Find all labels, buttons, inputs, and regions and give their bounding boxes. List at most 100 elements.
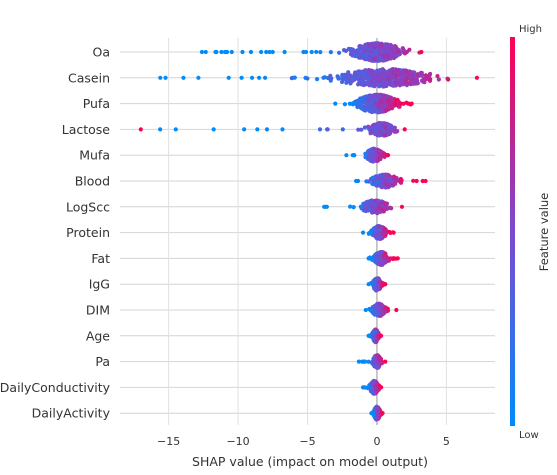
shap-point [408, 77, 413, 82]
shap-point [373, 76, 378, 81]
shap-point [219, 49, 224, 55]
shap-point [337, 76, 342, 81]
shap-point [392, 101, 398, 107]
shap-point [373, 42, 378, 47]
shap-point [400, 46, 405, 51]
shap-point [394, 74, 399, 79]
shap-point [359, 46, 364, 51]
shap-point [387, 43, 392, 48]
shap-point [411, 178, 416, 183]
shap-point [404, 49, 409, 55]
shap-point [376, 261, 381, 266]
shap-point [379, 284, 384, 289]
shap-point [376, 175, 381, 180]
x-axis: −15 −10 −5 0 5 [157, 435, 450, 448]
shap-point [387, 229, 392, 235]
shap-point [203, 49, 208, 55]
shap-point [375, 125, 380, 130]
shap-point [402, 80, 407, 86]
shap-point [314, 49, 319, 55]
shap-point [382, 53, 387, 58]
shap-point [366, 179, 371, 184]
shap-outlier-point [423, 178, 428, 184]
shap-point [379, 361, 384, 366]
shap-point [377, 68, 383, 73]
shap-point [376, 235, 381, 240]
shap-point [395, 68, 400, 73]
shap-outlier-point [369, 411, 374, 416]
shap-outlier-point [138, 127, 143, 132]
shap-point [356, 127, 361, 132]
shap-point [350, 101, 356, 106]
shap-point [357, 51, 362, 56]
feature-label: Blood [75, 174, 110, 189]
shap-point [373, 305, 379, 310]
shap-point [359, 127, 364, 132]
shap-point [371, 125, 376, 131]
shap-point [374, 207, 379, 212]
shap-point [383, 305, 388, 310]
shap-point [372, 356, 378, 361]
x-tick-label: −5 [299, 435, 315, 448]
shap-point [383, 125, 388, 130]
shap-point [375, 409, 381, 414]
shap-outlier-point [363, 307, 368, 313]
shap-point [396, 52, 401, 57]
shap-point [388, 55, 394, 60]
shap-point [372, 226, 377, 231]
feature-label: LogScc [66, 199, 110, 214]
shap-outlier-point [383, 359, 388, 364]
shap-point [163, 75, 168, 80]
shap-point [380, 180, 385, 186]
shap-point [419, 73, 424, 78]
shap-point [346, 70, 351, 75]
shap-point [373, 181, 379, 186]
shap-point [342, 102, 348, 107]
shap-point [347, 78, 352, 83]
shap-point [398, 101, 404, 106]
shap-point [280, 127, 285, 132]
shap-point [211, 127, 216, 132]
shap-outlier-point [402, 127, 407, 132]
shap-point [374, 380, 379, 386]
shap-point [256, 75, 262, 80]
shap-point [377, 101, 382, 106]
shap-point [336, 50, 342, 55]
shap-point [366, 359, 371, 364]
shap-point [427, 78, 433, 83]
shap-outlier-point [360, 230, 366, 235]
shap-point [385, 94, 390, 99]
shap-point [226, 75, 231, 80]
shap-point [367, 126, 372, 132]
shap-outlier-point [380, 411, 385, 416]
shap-point [375, 282, 380, 287]
shap-point [242, 127, 247, 132]
shap-point [370, 150, 375, 155]
shap-points [138, 41, 480, 422]
shap-point [369, 104, 374, 109]
shap-point [377, 77, 382, 82]
shap-point [373, 106, 378, 111]
shap-point [386, 104, 391, 109]
feature-label: Mufa [79, 148, 110, 163]
shap-point [381, 209, 386, 214]
shap-point [383, 176, 388, 181]
shap-point [388, 51, 393, 56]
shap-outlier-point [344, 153, 349, 158]
shap-point [381, 75, 386, 80]
shap-point [393, 129, 399, 134]
shap-point [213, 49, 218, 55]
shap-point [386, 182, 391, 187]
shap-point [372, 361, 377, 366]
shap-point [347, 101, 353, 106]
shap-point [317, 127, 323, 132]
shap-point [351, 205, 356, 210]
shap-point [325, 127, 330, 132]
shap-point [267, 49, 272, 55]
feature-label: Fat [91, 251, 110, 266]
shap-outlier-point [395, 256, 400, 261]
shap-point [309, 49, 314, 55]
shap-point [364, 152, 369, 157]
shap-point [249, 75, 255, 80]
shap-point [381, 129, 386, 134]
